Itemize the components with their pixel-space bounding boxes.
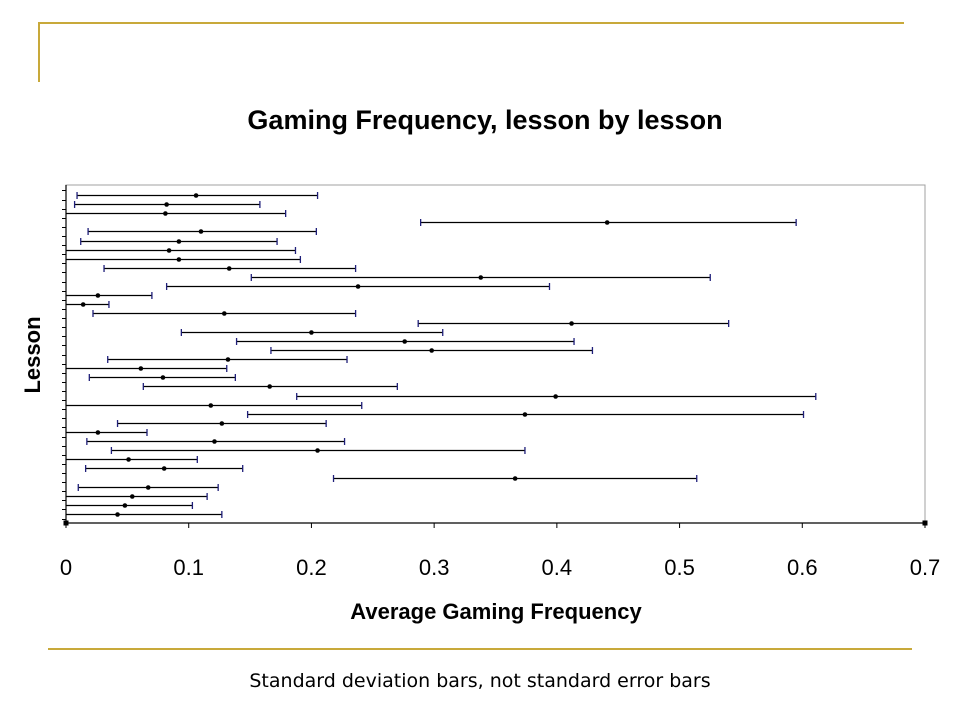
mean-point [176,239,182,244]
mean-point [164,202,169,207]
axis-end-marker [63,520,69,526]
x-tick-label: 0.7 [910,555,941,580]
mean-point [522,412,528,417]
slide-rule-bottom [48,648,912,650]
x-tick-label: 0.3 [419,555,450,580]
mean-point [429,348,434,353]
mean-point [115,512,120,517]
mean-point [138,366,144,371]
mean-point [166,248,172,253]
mean-point [222,311,227,316]
y-axis-label: Lesson [20,316,45,393]
mean-point [145,485,151,490]
mean-point [225,357,231,362]
mean-point [126,457,131,462]
mean-point [80,302,86,307]
mean-point [193,193,199,198]
mean-point [198,229,204,234]
mean-point [315,448,320,453]
plot-border [65,184,926,524]
mean-point [604,220,610,225]
mean-point [478,275,484,280]
mean-point [160,375,166,380]
error-bars-group [66,192,817,518]
slide-rule-left [38,22,40,82]
mean-point [95,430,101,435]
x-tick-label: 0 [60,555,72,580]
x-tick-label: 0.4 [542,555,573,580]
mean-point [219,421,225,426]
mean-point [122,503,128,508]
x-tick-label: 0.5 [664,555,695,580]
x-tick-label: 0.6 [787,555,818,580]
mean-point [208,403,214,408]
mean-point [161,466,167,471]
mean-point [129,494,135,499]
mean-point [267,384,273,389]
x-tick-label: 0.1 [173,555,204,580]
mean-point [309,330,314,335]
y-axis-ticks [62,190,66,520]
mean-point [402,339,407,344]
mean-point [355,284,361,289]
mean-point [95,293,101,298]
mean-point [512,476,518,481]
mean-point [226,266,232,271]
axis-end-marker [922,520,928,526]
caption: Standard deviation bars, not standard er… [249,670,711,692]
mean-point [553,394,558,399]
chart: Gaming Frequency, lesson by lesson 0 0.1 0… [20,105,941,624]
mean-point [212,439,217,444]
x-axis-label: Average Gaming Frequency [350,599,642,624]
slide-rule-top [40,22,904,24]
mean-point [176,257,182,262]
x-axis-ticks: 0 0.1 0.2 0.3 0.4 0.5 0.6 0.7 [60,520,941,580]
mean-point [163,211,168,216]
chart-title: Gaming Frequency, lesson by lesson [247,105,722,135]
x-tick-label: 0.2 [296,555,327,580]
mean-point [569,321,574,326]
